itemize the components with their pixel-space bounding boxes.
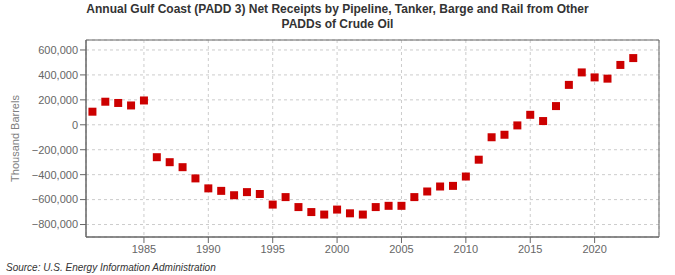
svg-text:1995: 1995 bbox=[260, 243, 284, 255]
svg-text:−800,000: −800,000 bbox=[32, 218, 78, 230]
svg-text:0: 0 bbox=[72, 119, 78, 131]
svg-text:−200,000: −200,000 bbox=[32, 144, 78, 156]
svg-text:2015: 2015 bbox=[518, 243, 542, 255]
svg-text:1985: 1985 bbox=[132, 243, 156, 255]
svg-text:2000: 2000 bbox=[325, 243, 349, 255]
svg-text:−400,000: −400,000 bbox=[32, 169, 78, 181]
svg-text:600,000: 600,000 bbox=[38, 44, 78, 56]
svg-text:2020: 2020 bbox=[582, 243, 606, 255]
svg-text:−600,000: −600,000 bbox=[32, 193, 78, 205]
svg-text:400,000: 400,000 bbox=[38, 69, 78, 81]
svg-text:Thousand Barrels: Thousand Barrels bbox=[9, 95, 21, 182]
svg-text:2005: 2005 bbox=[389, 243, 413, 255]
svg-text:2010: 2010 bbox=[454, 243, 478, 255]
svg-text:1990: 1990 bbox=[196, 243, 220, 255]
svg-text:200,000: 200,000 bbox=[38, 94, 78, 106]
html-text:Annual Gulf Coast (PADD 3) Net: Annual Gulf Coast (PADD 3) Net Receipts … bbox=[86, 2, 589, 31]
html-text:Source: U.S. Energy Informatio: Source: U.S. Energy Information Administ… bbox=[6, 262, 216, 273]
